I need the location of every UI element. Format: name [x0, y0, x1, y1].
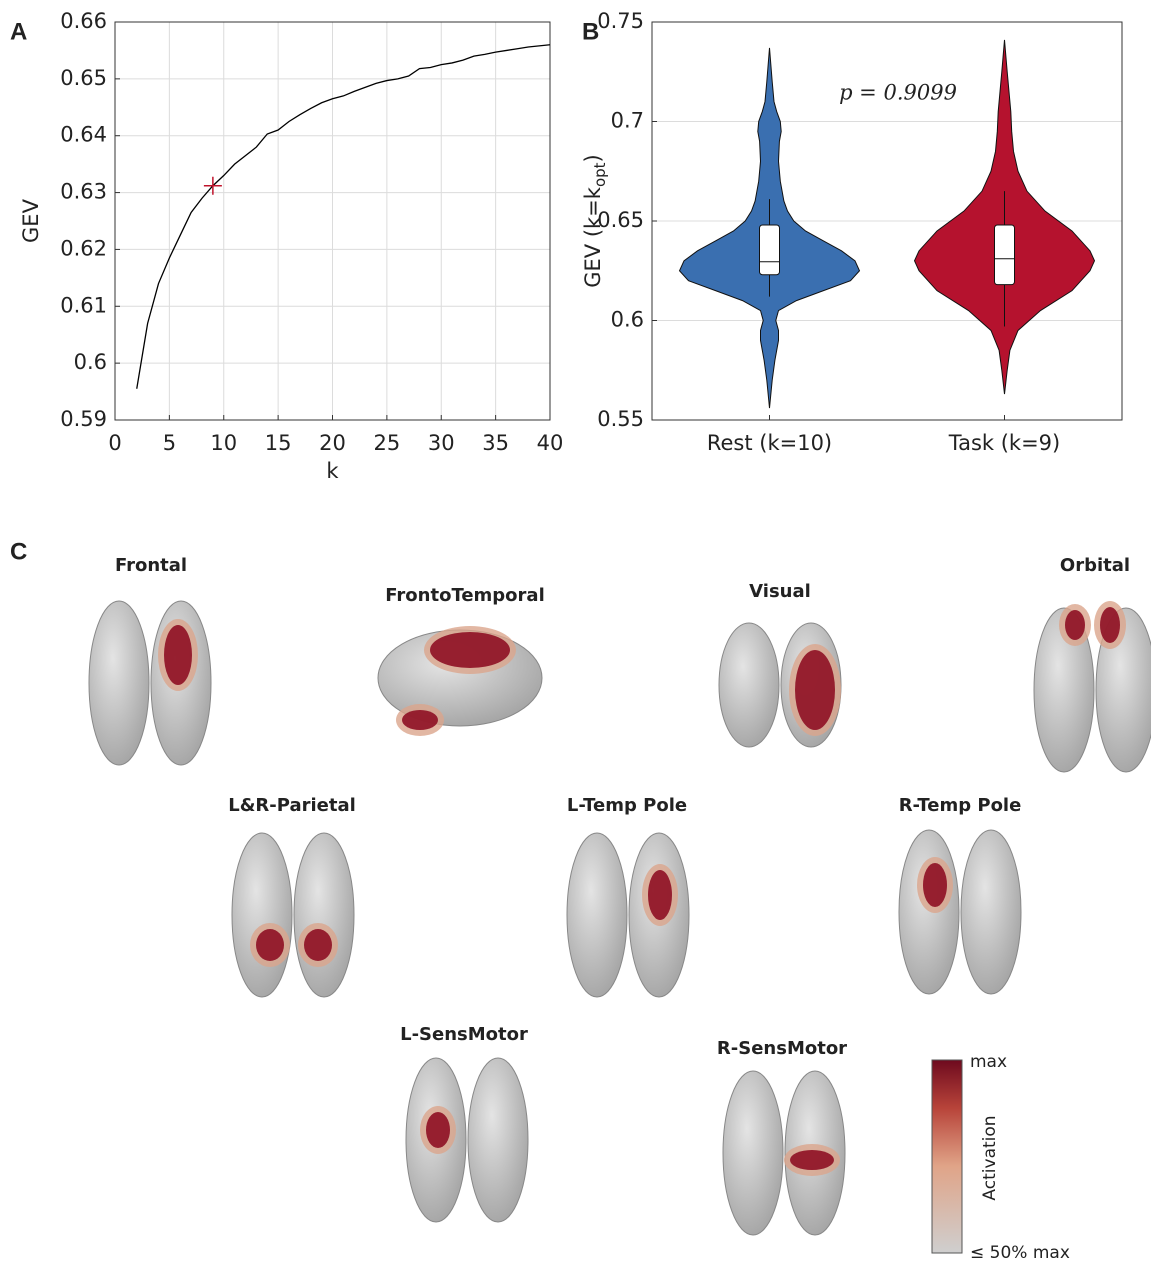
y-tick-label: 0.62 — [60, 236, 107, 260]
box — [995, 225, 1015, 285]
x-tick-label: Rest (k=10) — [707, 431, 832, 455]
map-title: R-SensMotor — [717, 1038, 847, 1059]
activation — [790, 1150, 834, 1170]
x-tick-label: 15 — [265, 431, 292, 455]
activation — [1100, 607, 1120, 643]
activation — [795, 650, 835, 730]
y-tick-label: 0.66 — [60, 9, 107, 33]
activation — [164, 625, 192, 685]
x-tick-label: 30 — [428, 431, 455, 455]
activation — [256, 929, 284, 961]
y-axis-label: GEV (k=kopt) — [581, 154, 609, 288]
y-axis-label-part: GEV (k=k — [581, 186, 605, 288]
brain — [468, 1058, 528, 1222]
box — [760, 225, 780, 275]
y-tick-label: 0.65 — [60, 66, 107, 90]
x-tick-label: 40 — [537, 431, 564, 455]
brain — [567, 833, 627, 997]
brain — [899, 830, 959, 994]
y-tick-label: 0.64 — [60, 123, 107, 147]
y-axis-label-part: ) — [581, 154, 605, 162]
activation — [426, 1112, 450, 1148]
colorbar-max: max — [970, 1052, 1007, 1072]
panel-letter: C — [10, 538, 27, 565]
activation — [430, 632, 510, 668]
brain — [961, 830, 1021, 994]
map-title: L-SensMotor — [400, 1024, 528, 1045]
x-tick-label: 25 — [374, 431, 401, 455]
y-tick-label: 0.63 — [60, 180, 107, 204]
activation — [304, 929, 332, 961]
y-tick-label: 0.59 — [60, 407, 107, 431]
map-title: R-Temp Pole — [899, 795, 1022, 816]
map-title: Orbital — [1060, 555, 1130, 576]
map-title: L&R-Parietal — [228, 795, 356, 816]
data-line — [137, 45, 550, 389]
map-title: Frontal — [115, 555, 187, 576]
x-tick-label: 5 — [163, 431, 176, 455]
x-tick-label: Task (k=9) — [948, 431, 1061, 455]
activation — [1065, 610, 1085, 640]
y-tick-label: 0.6 — [74, 350, 107, 374]
colorbar — [932, 1060, 962, 1253]
y-tick-label: 0.75 — [597, 9, 644, 33]
x-tick-label: 20 — [319, 431, 346, 455]
x-tick-label: 10 — [210, 431, 237, 455]
y-tick-label: 0.6 — [611, 308, 644, 332]
y-tick-label: 0.61 — [60, 293, 107, 317]
x-tick-label: 35 — [482, 431, 509, 455]
y-tick-label: 0.7 — [611, 109, 644, 133]
colorbar-min: ≤ 50% max — [970, 1243, 1070, 1263]
map-title: Visual — [749, 581, 811, 602]
map-title: FrontoTemporal — [385, 585, 544, 606]
figure: A B C FrontalFrontoTemporalVisualOrbital… — [0, 0, 1151, 1263]
page: A B C FrontalFrontoTemporalVisualOrbital… — [0, 0, 1151, 1263]
y-axis-label: GEV — [19, 198, 43, 243]
colorbar-title: Activation — [980, 1115, 1000, 1200]
map-title: L-Temp Pole — [567, 795, 687, 816]
activation — [923, 863, 947, 907]
activation — [402, 710, 438, 730]
brain — [719, 623, 779, 747]
brain — [723, 1071, 783, 1235]
brain — [89, 601, 149, 765]
activation — [648, 870, 672, 920]
x-axis-label: k — [326, 459, 339, 483]
panel-letter: A — [10, 18, 27, 45]
brain — [294, 833, 354, 997]
x-tick-label: 0 — [108, 431, 121, 455]
y-tick-label: 0.55 — [597, 407, 644, 431]
annotation: p = 0.9099 — [839, 81, 957, 105]
y-axis-label-part: opt — [591, 162, 609, 187]
brain — [232, 833, 292, 997]
